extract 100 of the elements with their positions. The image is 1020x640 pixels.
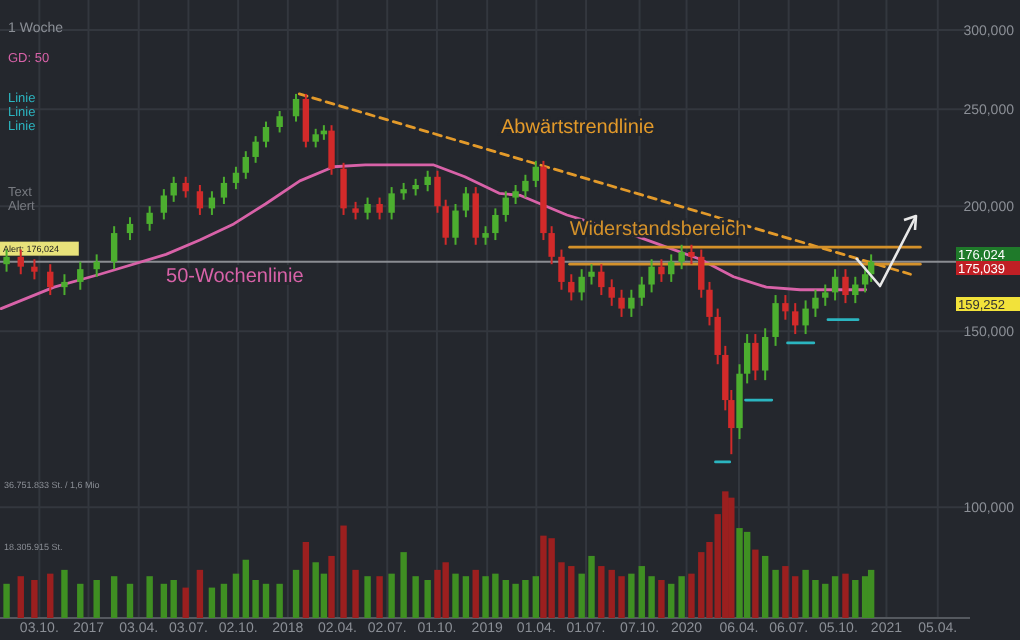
candlestick (638, 275, 645, 307)
bar (598, 566, 605, 618)
bar (400, 552, 407, 618)
candlestick (772, 294, 779, 347)
candlestick (628, 288, 635, 318)
candlestick (831, 268, 839, 302)
bar (540, 535, 547, 618)
candlestick (110, 225, 118, 271)
candlestick (61, 273, 68, 297)
bar (736, 528, 743, 618)
candlestick (312, 127, 319, 149)
candlestick (170, 175, 177, 203)
bar (328, 555, 335, 618)
candlestick (802, 299, 809, 336)
bar (232, 573, 240, 618)
candlestick (852, 275, 859, 305)
bar (31, 580, 38, 618)
bar (752, 549, 759, 618)
candlestick (698, 248, 705, 299)
candlestick (146, 205, 153, 232)
bar (867, 569, 875, 618)
candlestick (31, 258, 38, 281)
candlestick (482, 225, 489, 246)
candlestick (558, 248, 565, 291)
candlestick (548, 225, 555, 266)
bar (208, 587, 216, 618)
candlestick (588, 263, 595, 286)
bar (196, 569, 204, 618)
bar (61, 569, 68, 618)
candlestick (812, 288, 819, 318)
bar (110, 576, 118, 618)
candlestick (182, 175, 189, 199)
candlestick (822, 283, 829, 307)
bar (442, 562, 449, 618)
bar (722, 491, 729, 618)
candlestick (568, 273, 575, 302)
candlestick (364, 196, 371, 221)
candlestick (678, 243, 685, 271)
bar (668, 583, 675, 618)
candlestick (160, 188, 168, 221)
candlestick (434, 169, 441, 214)
candlestick (472, 186, 479, 246)
bar (77, 583, 84, 618)
candlestick (242, 150, 249, 180)
bar (262, 583, 270, 618)
candlestick (292, 92, 300, 123)
candlestick (126, 216, 134, 242)
candlestick (752, 333, 759, 382)
series-label: 50-Wochenlinie (166, 266, 305, 289)
bar (3, 583, 10, 618)
bar (424, 580, 431, 618)
candlestick (648, 258, 655, 294)
candlestick (262, 120, 270, 149)
candlestick (220, 175, 228, 206)
candlestick (502, 190, 509, 223)
bar (472, 569, 479, 618)
candlestick (376, 196, 383, 221)
candlestick (492, 207, 499, 242)
candlestick (512, 184, 519, 206)
bar (302, 542, 310, 618)
bar (276, 583, 283, 618)
candlestick (442, 198, 449, 246)
bar (462, 576, 470, 618)
candlestick (792, 302, 799, 336)
candlestick (688, 243, 695, 266)
candlestick (340, 161, 347, 216)
bar (352, 569, 359, 618)
series-label: Abwärtstrendlinie (500, 117, 656, 140)
candlestick (522, 173, 529, 199)
candlestick (424, 169, 431, 193)
bar (842, 573, 849, 618)
candlestick (668, 253, 675, 283)
bar (182, 587, 189, 618)
candlestick (598, 263, 605, 297)
bar (376, 576, 383, 618)
candlestick (658, 258, 665, 283)
bar (146, 576, 153, 618)
candlestick (388, 186, 395, 221)
candlestick (578, 268, 585, 302)
bar (678, 576, 685, 618)
bar (312, 562, 319, 618)
candlestick (842, 268, 849, 305)
bar (434, 569, 441, 618)
candlestick (252, 135, 259, 164)
bar (47, 573, 54, 618)
bar (93, 580, 100, 618)
candlestick (77, 260, 84, 291)
bar (340, 525, 347, 618)
bar (658, 580, 665, 618)
bar (126, 583, 134, 618)
bar (364, 576, 371, 618)
candlestick (302, 92, 310, 149)
candlestick (761, 327, 769, 382)
candlestick (93, 253, 100, 278)
candlestick (196, 184, 204, 216)
candlestick (276, 110, 283, 134)
bar (628, 573, 635, 618)
bar (743, 531, 751, 618)
bar (728, 497, 735, 618)
bar (761, 555, 769, 618)
